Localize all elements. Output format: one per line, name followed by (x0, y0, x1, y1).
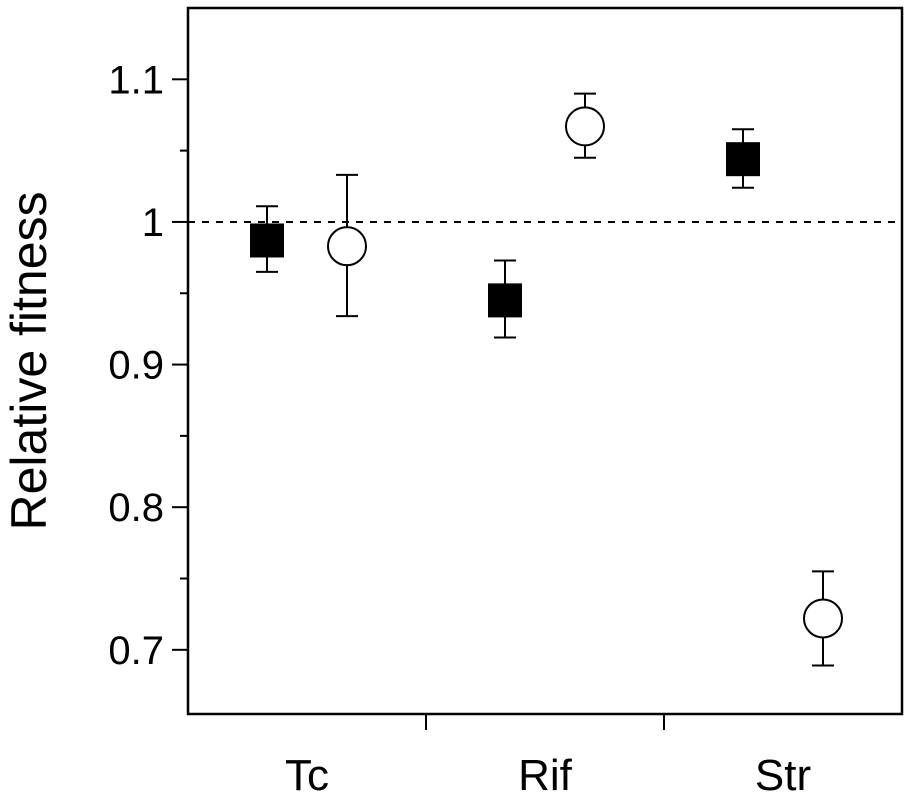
data-point-circle (803, 598, 843, 639)
x-tick-label: Str (755, 751, 811, 800)
x-tick-label: Rif (518, 751, 573, 800)
y-tick-label: 1.1 (108, 58, 164, 102)
y-tick-label: 1 (142, 201, 164, 245)
data-point-square (250, 223, 284, 258)
y-tick-label: 0.8 (108, 486, 164, 530)
x-tick-label: Tc (285, 751, 329, 800)
data-point-square (488, 283, 522, 318)
y-tick-label: 0.7 (108, 629, 164, 673)
y-axis: 0.7 0.8 0.9 1 1.1 (108, 58, 188, 673)
data-points (250, 92, 843, 667)
data-point-square (726, 142, 760, 177)
plot-frame (186, 6, 904, 716)
x-axis: Tc Rif Str (285, 714, 811, 800)
y-tick-label: 0.9 (108, 344, 164, 388)
y-axis-label: Relative fitness (1, 191, 57, 530)
data-point-circle (565, 106, 605, 147)
data-point-circle (327, 226, 367, 267)
